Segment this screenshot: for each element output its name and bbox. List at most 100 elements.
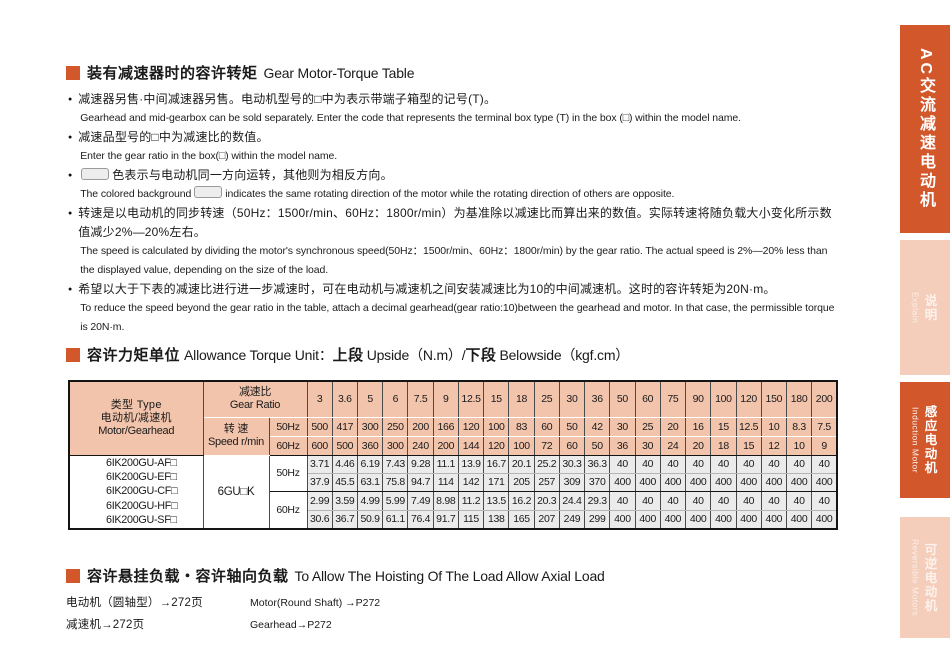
table-cell: 6.19 xyxy=(356,454,384,474)
speed-en: Speed r/min xyxy=(207,436,264,448)
section-title-gear-motor-torque: 装有减速器时的容许转矩 Gear Motor-Torque Table xyxy=(66,62,414,83)
color-swatch-icon xyxy=(81,168,110,180)
table-cell: 3.59 xyxy=(331,490,358,512)
table-cell: 45.5 xyxy=(331,472,358,492)
table-cell: 25 xyxy=(634,416,661,437)
table-cell: 142 xyxy=(457,472,485,492)
link-motor-en: Motor(Round Shaft) →P272 xyxy=(250,597,381,609)
table-cell: 25 xyxy=(533,380,560,418)
table-cell: 144 xyxy=(457,435,485,456)
table-cell: 8.3 xyxy=(785,416,813,437)
table-cell: 16.2 xyxy=(508,490,535,512)
header-gear-ratio-cell: 减速比 Gear Ratio xyxy=(202,380,308,418)
table-cell: 12.5 xyxy=(735,416,762,437)
table-cell: 400 xyxy=(634,472,661,492)
header-50hz-cell: 50Hz xyxy=(268,416,308,437)
load-title-cn: 容许悬挂负载・容许轴向负载 xyxy=(87,568,289,585)
table-cell: 18 xyxy=(710,435,737,456)
table-cell: 7.5 xyxy=(407,380,434,418)
table-cell: 2.99 xyxy=(306,490,333,512)
table-cell: 171 xyxy=(483,472,510,492)
speed-cn: 转 速 xyxy=(223,423,249,435)
sidebar-tab-label-cn: 可逆电动机 xyxy=(922,542,937,613)
note-item: ● 减速品型号的□中为减速比的数值。 Enter the gear ratio … xyxy=(66,128,842,166)
table-cell: 400 xyxy=(685,472,712,492)
table-cell: 360 xyxy=(356,435,384,456)
note-en: To reduce the speed beyond the gear rati… xyxy=(80,302,835,333)
table-cell: 50 xyxy=(609,380,636,418)
table-cell: 12.5 xyxy=(457,380,485,418)
orange-square-icon xyxy=(66,568,80,583)
table-cell: 75.8 xyxy=(382,472,409,492)
table-cell: 40 xyxy=(634,454,661,474)
table-cell: 16 xyxy=(685,416,712,437)
table-cell: 150 xyxy=(760,380,787,418)
table-cell: 40 xyxy=(735,490,762,512)
sidebar-tab-explain[interactable]: Explain 说明 xyxy=(900,240,950,375)
notes-list: ● 减速器另售·中间减速器另售。电动机型号的□中为表示带端子箱型的记号(T)。 … xyxy=(66,90,842,337)
table-cell: 72 xyxy=(533,435,560,456)
table-cell: 13.5 xyxy=(483,490,510,512)
table-cell: 36.3 xyxy=(584,454,611,474)
table-cell: 36 xyxy=(584,380,611,418)
sidebar-tab-reversible-motors[interactable]: Reversible Motors 可逆电动机 xyxy=(900,517,950,638)
orange-square-icon xyxy=(66,347,80,362)
table-cell: 91.7 xyxy=(432,510,459,530)
table-cell: 40 xyxy=(710,454,737,474)
table-cell: 299 xyxy=(584,510,611,530)
table-cell: 115 xyxy=(457,510,485,530)
orange-square-icon xyxy=(66,65,80,80)
section-title-hoisting-load: 容许悬挂负载・容许轴向负载 To Allow The Hoisting Of T… xyxy=(66,565,605,586)
table-cell: 500 xyxy=(331,435,358,456)
table-cell: 63.1 xyxy=(356,472,384,492)
table-cell: 400 xyxy=(811,472,838,492)
note-cn: 减速器另售·中间减速器另售。电动机型号的□中为表示带端子箱型的记号(T)。 xyxy=(78,92,497,106)
table-cell: 40 xyxy=(811,454,838,474)
note-item: ● 减速器另售·中间减速器另售。电动机型号的□中为表示带端子箱型的记号(T)。 … xyxy=(66,90,842,128)
sidebar-tab-induction-motor[interactable]: Induction Motor 感应电动机 xyxy=(900,382,950,498)
bullet-icon: ● xyxy=(68,210,73,217)
sidebar-tab-label-en: Induction Motor xyxy=(910,406,921,474)
table-cell: 100 xyxy=(483,416,510,437)
table-cell: 12 xyxy=(760,435,787,456)
table-cell: 400 xyxy=(634,510,661,530)
note-cn: 转速是以电动机的同步转速（50Hz：1500r/min、60Hz：1800r/m… xyxy=(78,206,832,239)
header-type-cn: 类型 Type xyxy=(110,398,162,411)
header-speed-cell: 转 速 Speed r/min xyxy=(202,416,270,456)
table-cell: 94.7 xyxy=(407,472,434,492)
table-cell: 240 xyxy=(407,435,434,456)
table-cell: 100 xyxy=(710,380,737,418)
table-cell: 207 xyxy=(533,510,560,530)
table-cell: 200 xyxy=(811,380,838,418)
unit-belowside-cn: 下段 xyxy=(465,347,497,364)
table-cell: 166 xyxy=(432,416,459,437)
table-cell: 4.99 xyxy=(356,490,384,512)
sidebar-tab-ac-gear-motors[interactable]: AC交流减速电动机 xyxy=(900,25,950,233)
data-60hz-label: 60Hz xyxy=(268,490,308,530)
table-cell: 300 xyxy=(382,435,409,456)
table-cell: 400 xyxy=(811,510,838,530)
table-cell: 6 xyxy=(382,380,409,418)
table-cell: 20 xyxy=(659,416,687,437)
table-cell: 120 xyxy=(457,416,485,437)
table-cell: 3.71 xyxy=(306,454,333,474)
table-cell: 400 xyxy=(735,472,762,492)
note-cn: 色表示与电动机同一方向运转，其他则为相反方向。 xyxy=(78,166,842,185)
table-cell: 3 xyxy=(306,380,333,418)
motor-model: 6IK200GU-SF□ xyxy=(106,514,177,527)
color-swatch-icon xyxy=(194,186,223,198)
table-cell: 8.98 xyxy=(432,490,459,512)
note-item: ● 希望以大于下表的减速比进行进一步减速时，可在电动机与减速机之间安装减速比为1… xyxy=(66,280,842,337)
table-cell: 40 xyxy=(634,490,661,512)
table-cell: 60 xyxy=(533,416,560,437)
note-en: The speed is calculated by dividing the … xyxy=(80,245,828,276)
table-cell: 42 xyxy=(584,416,611,437)
table-cell: 40 xyxy=(659,454,687,474)
table-cell: 40 xyxy=(811,490,838,512)
note-cn: 减速品型号的□中为减速比的数值。 xyxy=(78,130,269,144)
table-cell: 15 xyxy=(735,435,762,456)
table-cell: 600 xyxy=(306,435,333,456)
table-cell: 3.6 xyxy=(331,380,358,418)
table-cell: 200 xyxy=(432,435,459,456)
table-cell: 370 xyxy=(584,472,611,492)
